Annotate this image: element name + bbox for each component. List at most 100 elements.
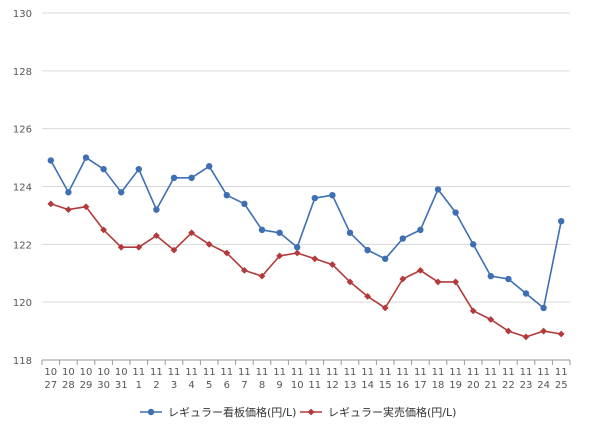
data-point-0-24 <box>470 241 477 248</box>
data-point-0-11 <box>241 200 248 208</box>
x-tick-day-23: 19 <box>449 380 462 391</box>
series-1 <box>47 200 565 341</box>
x-tick-month-21: 11 <box>414 367 427 378</box>
x-tick-month-19: 11 <box>379 367 392 378</box>
data-point-0-28 <box>540 304 547 312</box>
y-tick-label-130: 130 <box>13 9 32 20</box>
x-tick-month-27: 11 <box>520 367 533 378</box>
x-tick-month-13: 11 <box>273 367 286 378</box>
series-line-0 <box>50 156 562 309</box>
x-axis-ticks: 1027102810291030103111111211311411511611… <box>44 367 567 391</box>
data-point-1-26 <box>505 327 512 335</box>
data-point-0-26 <box>505 275 512 283</box>
x-tick-day-18: 14 <box>361 380 374 391</box>
x-tick-day-8: 4 <box>188 380 194 391</box>
data-point-1-8 <box>188 229 195 237</box>
data-point-0-4 <box>118 189 125 196</box>
x-tick-month-1: 10 <box>62 367 75 378</box>
x-tick-month-0: 10 <box>44 367 57 378</box>
data-point-0-5 <box>135 165 142 173</box>
legend-label-1: レギュラー実売価格(円/L) <box>328 405 456 419</box>
data-point-0-13 <box>276 229 283 236</box>
x-tick-month-11: 11 <box>238 367 251 378</box>
x-tick-month-15: 11 <box>308 367 321 378</box>
x-tick-month-5: 11 <box>132 367 145 378</box>
x-tick-day-26: 22 <box>502 380 515 391</box>
data-point-0-20 <box>399 235 406 242</box>
x-tick-day-11: 7 <box>241 380 247 391</box>
data-point-1-12 <box>258 272 266 280</box>
x-tick-month-4: 10 <box>115 367 128 378</box>
data-point-0-29 <box>558 218 565 225</box>
data-point-1-6 <box>153 232 160 240</box>
data-point-1-7 <box>170 246 178 254</box>
data-point-1-1 <box>65 206 72 214</box>
x-tick-day-17: 13 <box>344 380 357 391</box>
x-tick-month-10: 11 <box>220 367 233 378</box>
data-point-1-9 <box>205 240 213 248</box>
x-tick-month-20: 11 <box>396 367 409 378</box>
x-tick-month-2: 10 <box>80 367 93 378</box>
data-point-0-15 <box>311 194 318 202</box>
data-point-1-14 <box>293 249 301 257</box>
x-tick-day-28: 24 <box>537 380 550 391</box>
data-point-1-21 <box>417 266 424 274</box>
data-point-1-17 <box>346 278 354 286</box>
data-point-1-3 <box>100 226 107 234</box>
x-tick-day-27: 23 <box>520 380 533 391</box>
legend-marker-0 <box>147 408 155 416</box>
legend-item-0: レギュラー看板価格(円/L) <box>140 405 296 419</box>
data-point-1-28 <box>540 327 547 335</box>
x-tick-day-0: 27 <box>44 380 57 391</box>
x-tick-day-10: 6 <box>224 380 230 391</box>
data-point-0-12 <box>258 226 266 234</box>
data-point-1-27 <box>522 333 530 341</box>
x-tick-day-2: 29 <box>80 380 93 391</box>
x-tick-day-13: 9 <box>276 380 282 391</box>
data-point-0-9 <box>206 163 213 170</box>
data-point-1-10 <box>223 249 231 257</box>
data-point-0-16 <box>329 191 336 199</box>
data-point-0-19 <box>382 255 389 262</box>
data-point-1-5 <box>135 243 143 251</box>
data-point-1-24 <box>469 307 477 315</box>
legend-label-0: レギュラー看板価格(円/L) <box>168 405 296 419</box>
gridlines <box>42 12 570 303</box>
x-tick-day-4: 31 <box>115 380 128 391</box>
data-point-0-17 <box>346 229 354 236</box>
x-tick-day-22: 18 <box>432 380 445 391</box>
x-tick-day-19: 15 <box>379 380 392 391</box>
y-axis-ticks: 118 120 122 124 126 128 130 <box>13 9 32 367</box>
y-tick-label-124: 124 <box>13 183 32 194</box>
y-tick-label-128: 128 <box>13 67 32 78</box>
x-tick-month-14: 11 <box>291 367 304 378</box>
x-tick-month-8: 11 <box>185 367 198 378</box>
data-point-0-8 <box>188 174 195 182</box>
data-point-0-22 <box>434 186 442 193</box>
data-point-1-0 <box>47 200 55 208</box>
x-tick-day-7: 3 <box>171 380 177 391</box>
x-tick-day-9: 5 <box>206 380 212 391</box>
data-point-1-22 <box>434 278 442 286</box>
x-tick-month-9: 11 <box>203 367 216 378</box>
data-point-1-18 <box>364 292 371 300</box>
x-tick-day-20: 16 <box>396 380 409 391</box>
data-point-1-13 <box>276 252 283 260</box>
data-point-0-23 <box>452 209 459 216</box>
x-tick-month-28: 11 <box>537 367 550 378</box>
x-tick-day-3: 30 <box>97 380 110 391</box>
data-point-1-23 <box>452 278 459 286</box>
x-tick-month-23: 11 <box>449 367 462 378</box>
x-tick-month-12: 11 <box>256 367 269 378</box>
data-point-0-3 <box>100 165 107 173</box>
x-tick-month-16: 11 <box>326 367 339 378</box>
data-point-1-25 <box>487 316 495 323</box>
x-tick-month-26: 11 <box>502 367 515 378</box>
x-tick-day-15: 11 <box>308 380 321 391</box>
data-point-1-20 <box>399 275 407 283</box>
x-tick-month-18: 11 <box>361 367 374 378</box>
x-tick-month-22: 11 <box>432 367 445 378</box>
data-point-1-15 <box>311 255 319 263</box>
data-point-1-4 <box>117 243 125 251</box>
